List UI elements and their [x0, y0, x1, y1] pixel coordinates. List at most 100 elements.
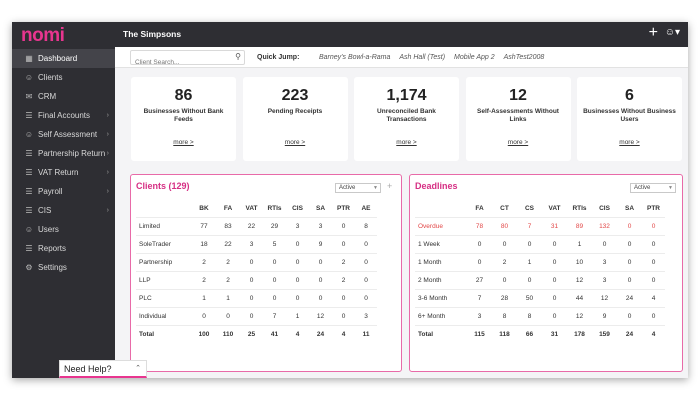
table-cell[interactable]: 0	[309, 252, 332, 271]
quick-jump-link[interactable]: AshTest2008	[503, 54, 545, 61]
table-cell[interactable]: 0	[492, 234, 517, 253]
column-header[interactable]: VAT	[548, 205, 561, 213]
table-cell[interactable]: 3	[286, 216, 309, 235]
table-cell[interactable]: 178	[567, 324, 592, 343]
table-cell[interactable]: 0	[192, 306, 216, 325]
table-cell[interactable]: 29	[263, 216, 286, 235]
table-cell[interactable]: 28	[492, 288, 517, 307]
table-cell[interactable]: 77	[192, 216, 216, 235]
table-cell[interactable]: 0	[240, 252, 263, 271]
card-more-link[interactable]: more >	[507, 139, 529, 146]
table-cell[interactable]: 0	[286, 252, 309, 271]
table-cell[interactable]: 78	[467, 216, 492, 235]
table-cell[interactable]: 1	[216, 288, 240, 307]
sidebar-item-reports[interactable]: ☰ Reports	[12, 239, 115, 258]
table-cell[interactable]: 0	[642, 216, 665, 235]
sidebar-item-cis[interactable]: ☰ CIS ›	[12, 201, 115, 220]
table-cell[interactable]: 115	[467, 324, 492, 343]
sidebar-item-payroll[interactable]: ☰ Payroll ›	[12, 182, 115, 201]
sidebar-item-self-assessment[interactable]: ☺ Self Assessment ›	[12, 125, 115, 144]
sidebar-item-settings[interactable]: ⚙ Settings	[12, 258, 115, 277]
table-cell[interactable]: 0	[542, 252, 567, 271]
table-cell[interactable]: 0	[355, 270, 377, 289]
table-cell[interactable]: 4	[642, 324, 665, 343]
table-cell[interactable]: 0	[642, 234, 665, 253]
table-cell[interactable]: 0	[309, 270, 332, 289]
table-cell[interactable]: 24	[617, 324, 642, 343]
table-cell[interactable]: 0	[642, 306, 665, 325]
table-cell[interactable]: 2	[192, 252, 216, 271]
table-cell[interactable]: 4	[286, 324, 309, 343]
nomi-logo[interactable]: nomi	[21, 25, 65, 46]
table-cell[interactable]: 50	[517, 288, 542, 307]
table-cell[interactable]: 3	[467, 306, 492, 325]
column-header[interactable]: BK	[199, 205, 209, 213]
column-header[interactable]	[415, 201, 467, 217]
table-cell[interactable]: 2	[332, 270, 355, 289]
table-cell[interactable]: 0	[263, 252, 286, 271]
table-cell[interactable]: 118	[492, 324, 517, 343]
table-cell[interactable]: 0	[467, 234, 492, 253]
column-header[interactable]: CIS	[292, 205, 303, 213]
table-cell[interactable]: 0	[617, 270, 642, 289]
table-cell[interactable]: 0	[216, 306, 240, 325]
table-cell[interactable]: 89	[567, 216, 592, 235]
table-cell[interactable]: 0	[240, 306, 263, 325]
column-header[interactable]: PTR	[647, 205, 660, 213]
table-cell[interactable]: 44	[567, 288, 592, 307]
table-cell[interactable]: 0	[355, 252, 377, 271]
quick-jump-link[interactable]: Ash Hall (Test)	[399, 54, 446, 61]
column-header[interactable]: RTIs	[267, 205, 282, 213]
table-cell[interactable]: 0	[355, 288, 377, 307]
table-cell[interactable]: 8	[355, 216, 377, 235]
deadlines-status-dropdown[interactable]: Active ▼	[630, 183, 676, 193]
card-more-link[interactable]: more >	[396, 139, 417, 146]
table-cell[interactable]: 4	[332, 324, 355, 343]
table-cell[interactable]: 10	[567, 252, 592, 271]
table-cell[interactable]: 2	[192, 270, 216, 289]
table-cell[interactable]: 31	[542, 216, 567, 235]
table-cell[interactable]: 0	[332, 234, 355, 253]
user-icon[interactable]: ☺▾	[664, 27, 680, 38]
table-cell[interactable]: 0	[617, 234, 642, 253]
table-cell[interactable]: 0	[467, 252, 492, 271]
column-header[interactable]: CT	[500, 205, 509, 213]
column-header[interactable]: SA	[624, 205, 635, 213]
sidebar-item-clients[interactable]: ☺ Clients	[12, 68, 115, 87]
table-cell[interactable]: 0	[332, 216, 355, 235]
table-cell[interactable]: 0	[517, 234, 542, 253]
sidebar-item-users[interactable]: ☺ Users	[12, 220, 115, 239]
table-cell[interactable]: 100	[192, 324, 216, 343]
table-cell[interactable]: 0	[642, 270, 665, 289]
table-cell[interactable]: 132	[592, 216, 617, 235]
sidebar-item-partnership-return[interactable]: ☰ Partnership Return ›	[12, 144, 115, 163]
table-cell[interactable]: 2	[216, 252, 240, 271]
card-more-link[interactable]: more >	[173, 139, 194, 146]
table-cell[interactable]: 0	[263, 288, 286, 307]
table-cell[interactable]: 110	[216, 324, 240, 343]
table-cell[interactable]: 5	[263, 234, 286, 253]
table-cell[interactable]: 2	[332, 252, 355, 271]
table-cell[interactable]: 1	[192, 288, 216, 307]
card-more-link[interactable]: more >	[619, 139, 640, 146]
table-cell[interactable]: 0	[617, 306, 642, 325]
need-help-button[interactable]: Need Help? ⌃	[59, 360, 147, 378]
table-cell[interactable]: 7	[263, 306, 286, 325]
table-cell[interactable]: 159	[592, 324, 617, 343]
clients-status-dropdown[interactable]: Active ▼	[335, 183, 381, 193]
table-cell[interactable]: 2	[216, 270, 240, 289]
table-cell[interactable]: 3	[592, 252, 617, 271]
table-cell[interactable]: 0	[240, 270, 263, 289]
sidebar-item-crm[interactable]: ✉ CRM	[12, 87, 115, 106]
table-cell[interactable]: 0	[240, 288, 263, 307]
table-cell[interactable]: 1	[567, 234, 592, 253]
table-cell[interactable]: 0	[542, 234, 567, 253]
table-cell[interactable]: 25	[240, 324, 263, 343]
column-header[interactable]: CIS	[599, 205, 610, 213]
table-cell[interactable]: 4	[642, 288, 665, 307]
column-header[interactable]: FA	[223, 205, 233, 213]
table-cell[interactable]: 24	[617, 288, 642, 307]
table-cell[interactable]: 3	[355, 306, 377, 325]
table-cell[interactable]: 18	[192, 234, 216, 253]
table-cell[interactable]: 83	[216, 216, 240, 235]
